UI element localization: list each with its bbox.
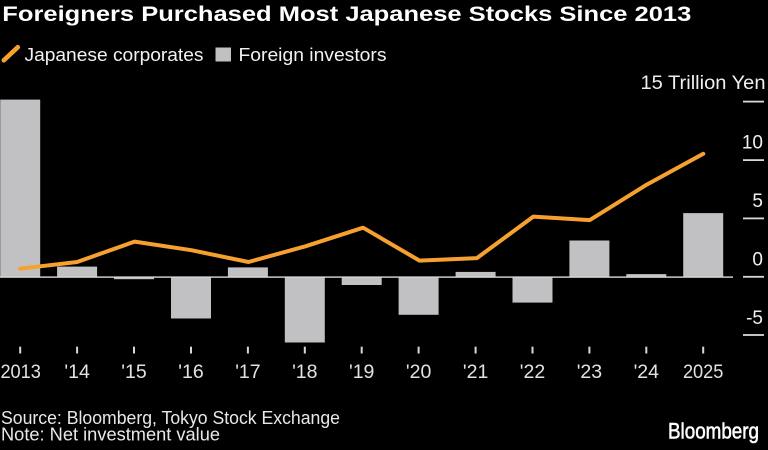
svg-text:'22: '22 [520, 361, 545, 383]
svg-text:Bloomberg: Bloomberg [668, 418, 759, 443]
svg-text:'16: '16 [178, 361, 203, 383]
svg-text:2025: 2025 [683, 361, 724, 383]
svg-text:Source: Bloomberg, Tokyo Stock: Source: Bloomberg, Tokyo Stock Exchange [1, 407, 340, 428]
svg-text:'21: '21 [463, 361, 488, 383]
svg-text:2013: 2013 [0, 361, 41, 383]
svg-text:'14: '14 [64, 361, 90, 383]
svg-text:0: 0 [752, 249, 763, 270]
svg-text:'18: '18 [292, 361, 317, 383]
svg-text:10: 10 [742, 133, 763, 154]
svg-text:Japanese corporates: Japanese corporates [25, 44, 204, 65]
svg-text:'24: '24 [634, 361, 660, 383]
svg-text:'15: '15 [121, 361, 147, 383]
svg-text:'17: '17 [235, 361, 260, 383]
svg-text:'20: '20 [406, 361, 432, 383]
svg-text:'19: '19 [349, 361, 374, 383]
svg-text:Note: Net investment value: Note: Net investment value [1, 424, 220, 445]
svg-text:Foreign investors: Foreign investors [239, 44, 387, 65]
svg-text:5: 5 [752, 191, 763, 212]
svg-text:15 Trillion Yen: 15 Trillion Yen [641, 72, 766, 94]
svg-text:-5: -5 [746, 308, 763, 329]
svg-text:'23: '23 [577, 361, 602, 383]
svg-text:Foreigners Purchased Most Japa: Foreigners Purchased Most Japanese Stock… [2, 2, 691, 26]
